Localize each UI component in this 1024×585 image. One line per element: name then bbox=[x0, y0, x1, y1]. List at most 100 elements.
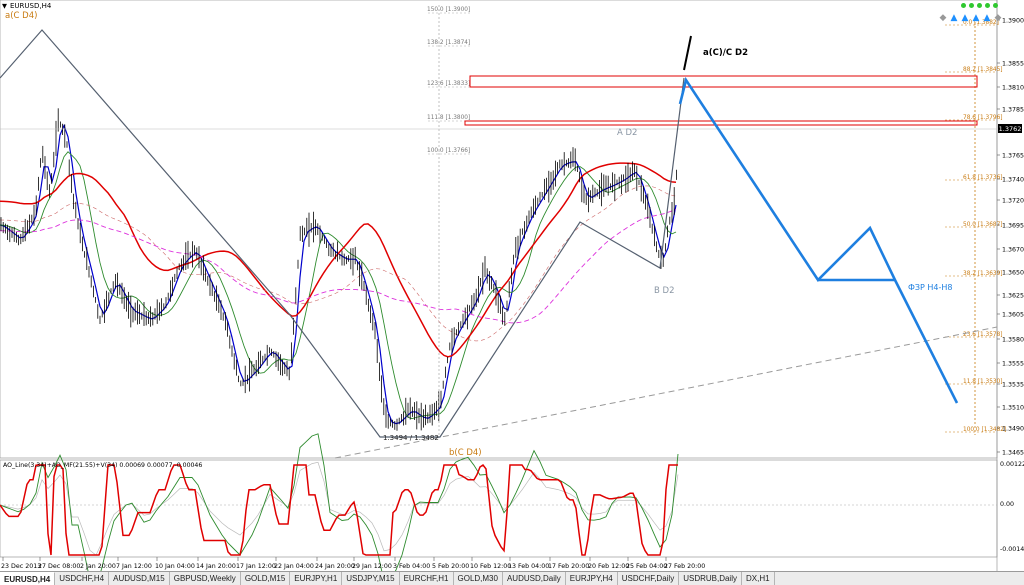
resistance-zone-upper[interactable] bbox=[469, 75, 978, 88]
tab-eurjpy-h4[interactable]: EURJPY,H4 bbox=[566, 572, 618, 585]
label-fzr: ФЗР H4-H8 bbox=[908, 283, 952, 292]
fib-left-label: 138.2 [1.3874] bbox=[427, 40, 470, 46]
status-dots bbox=[961, 3, 998, 8]
time-tick-label: 10 Feb 12:00 bbox=[470, 563, 511, 570]
diamond-icon[interactable]: ◆ bbox=[994, 13, 1002, 23]
tab-usdrub-daily[interactable]: USDRUB,Daily bbox=[679, 572, 742, 585]
label-low: 1.3494 / 1.3482 bbox=[383, 434, 439, 442]
price-tick-label: 1.3720 bbox=[1002, 198, 1024, 205]
status-dot-icon bbox=[977, 3, 982, 8]
time-tick-label: 24 Jan 20:00 bbox=[315, 563, 355, 570]
indicator-lines bbox=[0, 433, 679, 584]
time-tick-label: 25 Feb 04:00 bbox=[626, 563, 667, 570]
ma-dashed-line bbox=[0, 185, 677, 342]
symbol-label: EURUSD,H4 bbox=[10, 2, 52, 10]
zigzag-waves[interactable] bbox=[0, 29, 685, 438]
diamond-icon[interactable]: ◆ bbox=[939, 13, 947, 23]
label-a-c-c-d2: a(C)/C D2 bbox=[703, 48, 748, 58]
arrow-up-icon[interactable]: ▲ bbox=[961, 13, 969, 23]
price-tick-label: 1.3625 bbox=[1002, 293, 1024, 300]
price-tick-label: 1.3765 bbox=[1002, 153, 1024, 160]
tab-eurjpy-h1[interactable]: EURJPY,H1 bbox=[290, 572, 343, 585]
tab-gold-m30[interactable]: GOLD,M30 bbox=[454, 572, 503, 585]
label-b-d2: B D2 bbox=[654, 286, 675, 296]
price-tick-label: 1.3810 bbox=[1002, 85, 1024, 92]
status-dot-icon bbox=[969, 3, 974, 8]
time-tick-label: 27 Dec 08:00 bbox=[38, 563, 80, 570]
time-tick-label: 17 Jan 12:00 bbox=[236, 563, 276, 570]
tab-eurusd-h4[interactable]: EURUSD,H4 bbox=[0, 572, 56, 585]
status-dot-icon bbox=[961, 3, 966, 8]
ao-red-line bbox=[0, 463, 678, 556]
indicator-tick-label: 0.00 bbox=[1000, 501, 1014, 508]
tab-gold-m15[interactable]: GOLD,M15 bbox=[241, 572, 291, 585]
fib-right-label: 61.8 [1.3736] bbox=[963, 175, 1003, 181]
triangle-down-icon[interactable]: ▼ bbox=[2, 2, 7, 10]
price-tick-label: 1.3900 bbox=[1002, 18, 1024, 25]
tab-usdchf-daily[interactable]: USDCHF,Daily bbox=[618, 572, 680, 585]
fib-left-label: 123.6 [1.3833] bbox=[427, 81, 470, 87]
price-tick-label: 1.3510 bbox=[1002, 405, 1024, 412]
fib-right-label: 78.6 [1.3796] bbox=[963, 115, 1003, 121]
time-tick-label: 29 Jan 12:00 bbox=[352, 563, 392, 570]
price-tick-label: 1.3785 bbox=[1002, 107, 1024, 114]
price-tick-label: 1.3580 bbox=[1002, 337, 1024, 344]
fib-right-label: 23.6 [1.3578] bbox=[963, 332, 1003, 338]
fib-right-label: 100.0 [1.3482] bbox=[963, 427, 1006, 433]
time-tick-label: 17 Feb 20:00 bbox=[548, 563, 589, 570]
label-b-c-d4: b(C D4) bbox=[449, 448, 482, 458]
chart-tools: ◆ ▲ ▲ ▲ ▲ ◆ bbox=[938, 13, 1003, 23]
price-tick-label: 1.3605 bbox=[1002, 312, 1024, 319]
current-price-box bbox=[998, 124, 1022, 133]
fib-left-label: 111.8 [1.3800] bbox=[427, 115, 470, 121]
price-tick-label: 1.3740 bbox=[1002, 177, 1024, 184]
trend-line[interactable] bbox=[334, 326, 998, 459]
ao-green-line bbox=[0, 433, 679, 584]
main-panel bbox=[0, 0, 998, 459]
label-a-c-d4: a(C D4) bbox=[5, 11, 37, 21]
tab-gbpusd-weekly[interactable]: GBPUSD,Weekly bbox=[170, 572, 241, 585]
resistance-zone-lower[interactable] bbox=[464, 120, 978, 126]
wave-pointer[interactable] bbox=[683, 35, 692, 71]
time-tick-label: 13 Feb 04:00 bbox=[508, 563, 549, 570]
fib-left-label: 150.0 [1.3900] bbox=[427, 7, 470, 13]
arrow-up-icon[interactable]: ▲ bbox=[983, 13, 991, 23]
price-tick-label: 1.3695 bbox=[1002, 223, 1024, 230]
fib-right-label: 0.0 [1.3882] bbox=[963, 20, 999, 26]
fib-right-label: 50.0 [1.3687] bbox=[963, 222, 1003, 228]
time-tick-label: 27 Feb 20:00 bbox=[664, 563, 705, 570]
current-price-label: 1.3762 bbox=[999, 125, 1022, 133]
price-tick-label: 1.3555 bbox=[1002, 361, 1024, 368]
tab-usdchf-h4[interactable]: USDCHF,H4 bbox=[55, 572, 110, 585]
tab-eurchf-h1[interactable]: EURCHF,H1 bbox=[400, 572, 454, 585]
time-tick-label: 3 Feb 04:00 bbox=[393, 563, 430, 570]
indicator-title: AO_Line(3.34)+AO_MF(21.55)+V(34) 0.00069… bbox=[3, 462, 202, 469]
time-tick-label: 7 Jan 12:00 bbox=[116, 563, 152, 570]
fib-left-label: 100.0 [1.3766] bbox=[427, 148, 470, 154]
status-dot-icon bbox=[993, 3, 998, 8]
time-tick-label: 23 Dec 2013 bbox=[1, 563, 41, 570]
time-tick-label: 20 Feb 12:00 bbox=[588, 563, 629, 570]
projection-path[interactable] bbox=[678, 76, 959, 404]
indicator-axis: 0.00122 0.00 -0.00145 bbox=[1000, 461, 1024, 553]
ma-long-line bbox=[0, 209, 677, 324]
tab-dx-h1[interactable]: DX,H1 bbox=[742, 572, 775, 585]
ma-medium-line bbox=[0, 151, 677, 420]
fib-right-levels: 0.0 [1.3882] 88.2 [1.3845] 78.6 [1.3796] 61… bbox=[945, 20, 1006, 433]
arrow-up-icon[interactable]: ▲ bbox=[950, 13, 958, 23]
tab-audusd-m15[interactable]: AUDUSD,M15 bbox=[109, 572, 170, 585]
time-tick-label: 22 Jan 04:00 bbox=[274, 563, 314, 570]
label-a-d2: A D2 bbox=[617, 128, 637, 138]
time-tick-label: 10 Jan 04:00 bbox=[155, 563, 195, 570]
price-tick-label: 1.3855 bbox=[1002, 61, 1024, 68]
price-tick-label: 1.3650 bbox=[1002, 270, 1024, 277]
fib-right-label: 88.2 [1.3845] bbox=[963, 67, 1003, 73]
fib-left-levels: 150.0 [1.3900] 138.2 [1.3874] 123.6 [1.383… bbox=[427, 5, 470, 438]
time-tick-label: 2 Jan 20:00 bbox=[80, 563, 116, 570]
tab-audusd-daily[interactable]: AUDUSD,Daily bbox=[503, 572, 566, 585]
time-tick-label: 14 Jan 20:00 bbox=[196, 563, 236, 570]
tab-usdjpy-m15[interactable]: USDJPY,M15 bbox=[342, 572, 400, 585]
arrow-up-icon[interactable]: ▲ bbox=[972, 13, 980, 23]
